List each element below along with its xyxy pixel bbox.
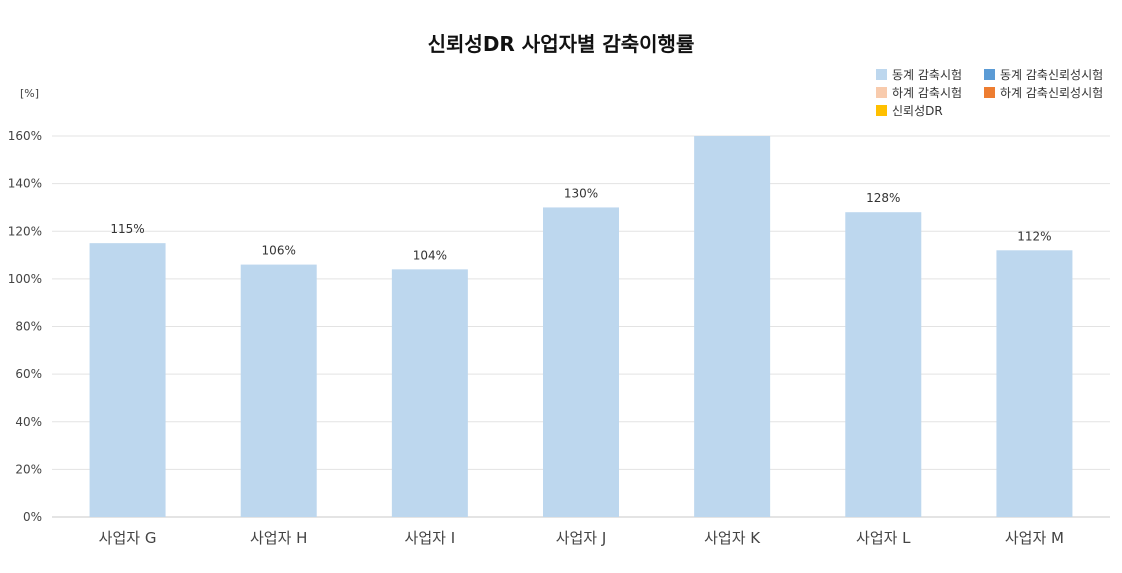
- bar: [694, 136, 771, 517]
- legend-item: 하계 감축시험: [876, 84, 984, 101]
- bars: [89, 136, 1073, 518]
- legend-label: 신뢰성DR: [892, 104, 943, 118]
- y-tick-label: 0%: [23, 510, 42, 524]
- bar: [391, 269, 468, 517]
- data-label: 106%: [262, 244, 296, 258]
- bar: [543, 207, 619, 517]
- legend-swatch: [876, 69, 887, 80]
- x-tick-label: 사업자 M: [1005, 529, 1064, 547]
- legend-label: 동계 감축시험: [892, 68, 963, 82]
- data-label: 104%: [413, 248, 447, 262]
- legend-item: 동계 감축시험: [876, 66, 984, 83]
- y-tick-label: 100%: [8, 272, 42, 286]
- bar: [240, 264, 317, 517]
- x-tick-label: 사업자 I: [405, 529, 456, 547]
- legend-item: 동계 감축신뢰성시험: [984, 66, 1116, 83]
- y-tick-label: 140%: [8, 177, 42, 191]
- legend-label: 하계 감축신뢰성시험: [1000, 86, 1104, 100]
- y-tick-label: 40%: [15, 415, 42, 429]
- y-tick-label: 160%: [8, 129, 42, 143]
- legend-swatch: [876, 105, 887, 116]
- x-tick-label: 사업자 J: [556, 529, 607, 547]
- data-label: 115%: [110, 222, 144, 236]
- data-labels: 115% 106% 104% 130% 128% 112%: [110, 186, 1051, 262]
- chart-title: 신뢰성DR 사업자별 감축이행률: [428, 32, 695, 56]
- bar: [996, 250, 1073, 518]
- legend-swatch: [984, 87, 995, 98]
- y-tick-label: 20%: [15, 462, 42, 476]
- x-tick-label: 사업자 K: [704, 529, 761, 547]
- bar: [845, 212, 922, 517]
- y-tick-label: 80%: [15, 320, 42, 334]
- x-tick-label: 사업자 L: [856, 529, 911, 547]
- x-tick-label: 사업자 H: [250, 529, 307, 547]
- x-tick-labels: 사업자 G 사업자 H 사업자 I 사업자 J 사업자 K 사업자 L 사업자 M: [99, 529, 1064, 547]
- legend-item: 신뢰성DR: [876, 102, 984, 119]
- data-label: 130%: [564, 186, 598, 200]
- x-tick-label: 사업자 G: [99, 529, 157, 547]
- legend-item: 하계 감축신뢰성시험: [984, 84, 1116, 101]
- legend-swatch: [876, 87, 887, 98]
- bar: [89, 243, 166, 517]
- legend-label: 하계 감축시험: [892, 86, 963, 100]
- data-label: 128%: [866, 191, 900, 205]
- legend-swatch: [984, 69, 995, 80]
- y-tick-labels: 0% 20% 40% 60% 80% 100% 120% 140% 160%: [8, 129, 42, 524]
- data-label: 112%: [1017, 229, 1051, 243]
- legend-label: 동계 감축신뢰성시험: [1000, 68, 1104, 82]
- y-tick-label: 120%: [8, 224, 42, 238]
- y-tick-label: 60%: [15, 367, 42, 381]
- y-axis-label: [%]: [20, 87, 39, 100]
